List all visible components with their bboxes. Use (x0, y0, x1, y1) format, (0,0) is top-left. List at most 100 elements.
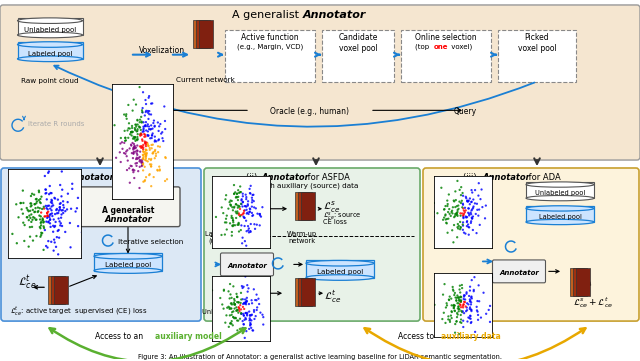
Text: Iterative selection: Iterative selection (118, 239, 183, 244)
Ellipse shape (526, 206, 594, 211)
FancyBboxPatch shape (526, 182, 594, 198)
Ellipse shape (526, 219, 594, 225)
FancyBboxPatch shape (298, 278, 312, 306)
Text: Raw point cloud: Raw point cloud (21, 78, 79, 83)
Text: auxiliary data: auxiliary data (441, 332, 500, 341)
Ellipse shape (306, 275, 374, 280)
FancyArrowPatch shape (372, 109, 461, 112)
Text: Current network: Current network (175, 77, 234, 83)
FancyArrowPatch shape (483, 260, 492, 264)
FancyBboxPatch shape (576, 268, 590, 296)
Text: $\mathcal{L}^t_{ce}$: $\mathcal{L}^t_{ce}$ (324, 288, 341, 305)
Text: Annotator: Annotator (483, 173, 531, 182)
Text: Annotator: Annotator (67, 173, 115, 182)
Text: Labeled source
(available): Labeled source (available) (435, 231, 485, 244)
FancyBboxPatch shape (295, 278, 309, 306)
Text: Unlabeled
target: Unlabeled target (12, 234, 48, 247)
FancyArrowPatch shape (65, 209, 75, 213)
FancyBboxPatch shape (51, 276, 65, 304)
Text: Access to an: Access to an (95, 332, 145, 341)
FancyBboxPatch shape (493, 260, 545, 283)
FancyBboxPatch shape (17, 18, 83, 35)
FancyBboxPatch shape (301, 278, 315, 306)
FancyBboxPatch shape (573, 268, 587, 296)
Ellipse shape (17, 32, 83, 38)
FancyArrowPatch shape (173, 53, 187, 57)
FancyBboxPatch shape (0, 5, 640, 160)
Text: Oracle (e.g., human): Oracle (e.g., human) (271, 107, 349, 116)
Text: for AL: for AL (110, 173, 137, 182)
FancyArrowPatch shape (586, 279, 591, 285)
Text: Labeled pool: Labeled pool (28, 51, 72, 57)
FancyBboxPatch shape (322, 30, 394, 82)
Text: (i): (i) (52, 173, 63, 182)
Text: Online selection: Online selection (415, 33, 477, 42)
Text: Annotate: Annotate (138, 107, 173, 116)
FancyArrowPatch shape (132, 53, 150, 57)
FancyArrowPatch shape (365, 328, 586, 361)
FancyArrowPatch shape (256, 292, 281, 295)
Text: Unlabeled pool: Unlabeled pool (535, 190, 585, 196)
FancyArrowPatch shape (34, 286, 44, 289)
FancyBboxPatch shape (298, 192, 312, 220)
FancyBboxPatch shape (17, 42, 83, 59)
Ellipse shape (526, 196, 594, 201)
Text: voxel): voxel) (449, 44, 472, 50)
Ellipse shape (526, 182, 594, 187)
FancyArrowPatch shape (294, 263, 302, 266)
Text: Candidate: Candidate (339, 33, 378, 42)
Ellipse shape (17, 42, 83, 47)
FancyArrowPatch shape (315, 53, 320, 57)
Ellipse shape (94, 253, 162, 259)
Text: (top: (top (415, 44, 431, 50)
Text: Annotator: Annotator (262, 173, 310, 182)
FancyArrowPatch shape (218, 53, 222, 57)
FancyBboxPatch shape (498, 30, 576, 82)
Text: Voxelization: Voxelization (139, 46, 185, 55)
Text: one: one (434, 44, 449, 50)
Text: A generalist: A generalist (102, 206, 154, 215)
Ellipse shape (17, 18, 83, 23)
FancyBboxPatch shape (306, 260, 374, 278)
Text: Active function: Active function (241, 33, 299, 42)
FancyBboxPatch shape (423, 168, 639, 321)
FancyBboxPatch shape (526, 206, 594, 222)
Text: $\mathcal{L}^t_{ce}$: $\mathcal{L}^t_{ce}$ (18, 273, 36, 292)
Text: Pre-train with auxiliary (source) data: Pre-train with auxiliary (source) data (224, 183, 358, 190)
FancyArrowPatch shape (483, 277, 492, 282)
FancyBboxPatch shape (1, 168, 201, 321)
Text: $\mathcal{L}^s_{ce}+\mathcal{L}^t_{ce}$: $\mathcal{L}^s_{ce}+\mathcal{L}^t_{ce}$ (573, 295, 613, 310)
Text: Annotator: Annotator (104, 215, 152, 224)
FancyArrowPatch shape (313, 158, 319, 164)
Text: CE loss: CE loss (323, 219, 347, 225)
FancyArrowPatch shape (22, 116, 26, 119)
FancyArrowPatch shape (318, 207, 321, 210)
Text: (iii): (iii) (463, 173, 479, 182)
FancyBboxPatch shape (54, 276, 68, 304)
Ellipse shape (17, 56, 83, 62)
Text: Unlabeled
target: Unlabeled target (443, 309, 477, 322)
Ellipse shape (306, 260, 374, 266)
Text: Annotator: Annotator (499, 270, 539, 277)
Text: ②: ② (213, 240, 221, 249)
FancyBboxPatch shape (204, 168, 420, 321)
Text: voxel pool: voxel pool (339, 44, 378, 53)
Text: Annotator: Annotator (303, 10, 366, 20)
FancyBboxPatch shape (94, 253, 162, 271)
Text: Unlabeled pool: Unlabeled pool (24, 27, 76, 33)
FancyBboxPatch shape (221, 253, 273, 276)
Text: voxel pool: voxel pool (518, 44, 556, 53)
Text: Labeled pool: Labeled pool (317, 269, 363, 275)
FancyArrowPatch shape (215, 262, 219, 266)
Text: ①: ① (213, 183, 221, 192)
Text: Picked: Picked (525, 33, 549, 42)
FancyArrowPatch shape (49, 328, 245, 361)
FancyBboxPatch shape (196, 20, 210, 48)
FancyBboxPatch shape (48, 276, 62, 304)
FancyArrowPatch shape (159, 109, 247, 112)
Text: Labeled pool: Labeled pool (105, 262, 151, 269)
Text: auxiliary model: auxiliary model (155, 332, 221, 341)
FancyBboxPatch shape (295, 192, 309, 220)
Ellipse shape (94, 268, 162, 273)
Text: Warm-up
network: Warm-up network (287, 231, 317, 244)
